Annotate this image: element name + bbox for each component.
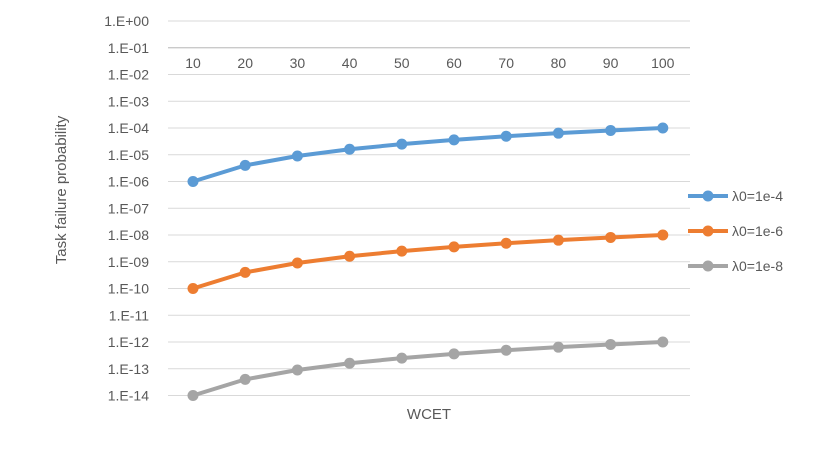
data-point — [187, 176, 199, 187]
gridlines — [168, 20, 690, 396]
data-point — [500, 237, 512, 249]
y-tick-label: 1.E-06 — [108, 174, 149, 190]
data-point — [448, 348, 460, 360]
x-tick-label: 30 — [290, 55, 306, 71]
y-tick-label: 1.E-08 — [108, 227, 149, 243]
legend-label: λ0=1e-6 — [732, 223, 783, 239]
legend-swatch-marker — [702, 260, 714, 272]
series-3 — [187, 336, 669, 401]
y-tick-label: 1.E-04 — [108, 120, 149, 136]
x-tick-label: 40 — [342, 55, 358, 71]
y-tick-label: 1.E-05 — [108, 147, 149, 163]
legend-label: λ0=1e-8 — [732, 258, 783, 274]
data-point — [552, 127, 564, 139]
x-tick-label: 60 — [446, 55, 462, 71]
y-tick-label: 1.E-07 — [108, 200, 149, 216]
x-tick-label: 80 — [551, 55, 567, 71]
y-axis-title: Task failure probability — [53, 115, 70, 264]
data-point — [657, 122, 669, 134]
series-line — [191, 340, 665, 398]
data-point — [344, 143, 356, 155]
x-tick-label: 90 — [603, 55, 619, 71]
data-point — [552, 234, 564, 246]
data-point — [448, 241, 460, 253]
series-1 — [187, 122, 669, 187]
data-point — [187, 390, 199, 401]
legend: λ0=1e-4 λ0=1e-6 λ0=1e-8 — [688, 188, 783, 274]
y-tick-label: 1.E-10 — [108, 281, 149, 297]
data-point — [657, 229, 669, 241]
y-tick-label: 1.E-12 — [108, 334, 149, 350]
x-tick-label: 10 — [185, 55, 201, 71]
data-point — [396, 245, 408, 257]
y-tick-label: 1.E-13 — [108, 361, 149, 377]
legend-item: λ0=1e-4 — [688, 188, 783, 204]
legend-label: λ0=1e-4 — [732, 188, 783, 204]
y-tick-label: 1.E-01 — [108, 40, 149, 56]
data-point — [552, 341, 564, 353]
y-tick-label: 1.E+00 — [104, 13, 149, 29]
x-axis-ticks: 10 20 30 40 50 60 70 80 90 100 — [185, 55, 674, 71]
series-2 — [187, 229, 669, 294]
x-tick-label: 50 — [394, 55, 410, 71]
x-tick-label: 100 — [651, 55, 675, 71]
x-axis-title: WCET — [407, 406, 451, 423]
data-point — [500, 130, 512, 142]
data-point — [657, 336, 669, 348]
data-point — [396, 352, 408, 364]
data-point — [344, 250, 356, 262]
data-point — [291, 257, 303, 269]
y-tick-label: 1.E-02 — [108, 67, 149, 83]
data-point — [291, 364, 303, 376]
y-tick-label: 1.E-14 — [108, 388, 149, 404]
x-tick-label: 20 — [237, 55, 253, 71]
legend-item: λ0=1e-8 — [688, 258, 783, 274]
data-point — [396, 138, 408, 150]
x-tick-label: 70 — [498, 55, 514, 71]
y-tick-label: 1.E-09 — [108, 254, 149, 270]
data-point — [344, 357, 356, 369]
data-point — [239, 373, 251, 385]
data-point — [187, 283, 199, 294]
data-point — [605, 124, 617, 136]
data-point — [500, 344, 512, 356]
data-point — [605, 338, 617, 350]
series-line — [191, 126, 665, 184]
data-point — [291, 150, 303, 162]
y-tick-label: 1.E-03 — [108, 93, 149, 109]
data-point — [605, 231, 617, 243]
series-group — [187, 122, 669, 401]
legend-swatch-marker — [702, 225, 714, 237]
legend-item: λ0=1e-6 — [688, 223, 783, 239]
series-line — [191, 233, 665, 291]
data-point — [239, 159, 251, 171]
data-point — [448, 134, 460, 146]
legend-swatch-marker — [702, 190, 714, 202]
y-tick-label: 1.E-11 — [109, 307, 149, 323]
y-axis-ticks: 1.E+00 1.E-01 1.E-02 1.E-03 1.E-04 1.E-05 1.E-… — [104, 13, 149, 404]
data-point — [239, 266, 251, 278]
